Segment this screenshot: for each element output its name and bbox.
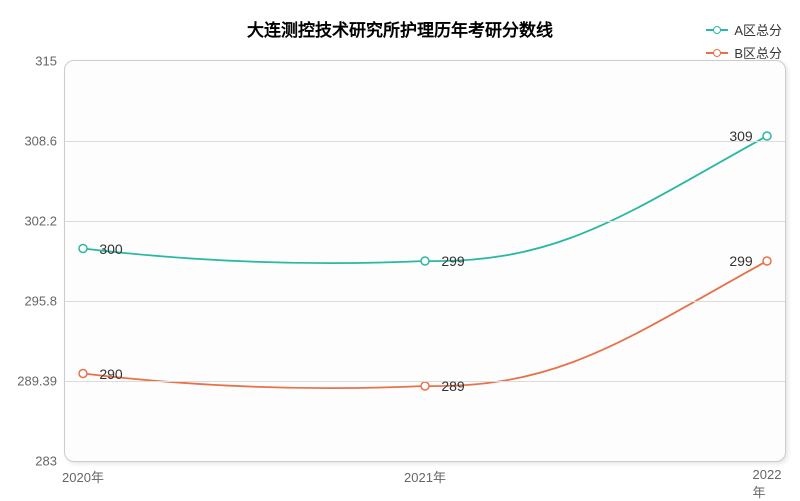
point-label: 300 xyxy=(99,241,122,257)
y-axis-label: 308.6 xyxy=(24,134,57,149)
markers-a xyxy=(79,132,771,265)
line-series-a xyxy=(83,136,767,263)
legend-label-a: A区总分 xyxy=(734,20,782,39)
data-point xyxy=(421,257,429,265)
legend-swatch-a xyxy=(706,29,728,31)
x-axis-label: 2021年 xyxy=(404,467,446,486)
y-axis-label: 289.39 xyxy=(17,374,57,389)
markers-b xyxy=(79,257,771,390)
point-label: 289 xyxy=(441,378,464,394)
data-point xyxy=(79,245,87,253)
grid-line xyxy=(65,141,785,142)
x-axis-label: 2022年 xyxy=(753,467,782,501)
chart-container: 大连测控技术研究所护理历年考研分数线 A区总分 B区总分 283289.3929… xyxy=(0,0,800,500)
grid-line xyxy=(65,381,785,382)
point-label: 299 xyxy=(729,253,752,269)
y-axis-label: 315 xyxy=(35,54,57,69)
chart-svg xyxy=(65,61,785,461)
grid-line xyxy=(65,221,785,222)
legend-swatch-b xyxy=(706,52,728,54)
data-point xyxy=(421,382,429,390)
x-axis-label: 2020年 xyxy=(62,467,104,486)
y-axis-label: 295.8 xyxy=(24,294,57,309)
y-axis-label: 283 xyxy=(35,454,57,469)
grid-line xyxy=(65,301,785,302)
data-point xyxy=(763,257,771,265)
chart-title: 大连测控技术研究所护理历年考研分数线 xyxy=(247,16,553,41)
plot-area: 283289.39295.8302.2308.63152020年2021年202… xyxy=(64,60,786,462)
y-axis-label: 302.2 xyxy=(24,214,57,229)
point-label: 299 xyxy=(441,253,464,269)
legend-item-a: A区总分 xyxy=(706,20,782,39)
data-point xyxy=(763,132,771,140)
line-series-b xyxy=(83,261,767,388)
point-label: 309 xyxy=(729,128,752,144)
data-point xyxy=(79,370,87,378)
point-label: 290 xyxy=(99,366,122,382)
